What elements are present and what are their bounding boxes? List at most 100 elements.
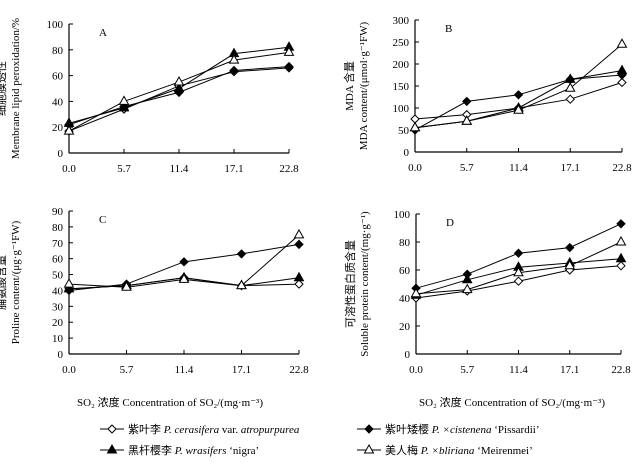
data-point-1 — [513, 90, 524, 100]
data-point-0 — [617, 77, 627, 88]
panel-label: C — [99, 214, 106, 226]
y-tick-label: 60 — [52, 254, 64, 266]
legend-label: 美人梅 P. ×bliriana ‘Meirenmei’ — [385, 443, 533, 457]
legend-cultivar: ‘nigra’ — [227, 445, 260, 457]
data-point-3 — [564, 259, 576, 270]
y-axis-label: Membrane lipid peroxidation/% — [10, 18, 22, 159]
legend-cn: 紫叶李 — [128, 422, 164, 436]
y-tick-label: 60 — [52, 71, 64, 83]
y-tick-label: 90 — [52, 206, 64, 218]
data-point-3 — [564, 82, 576, 92]
y-tick-label: 70 — [52, 238, 64, 250]
y-tick-label: 50 — [52, 270, 64, 282]
data-point-1 — [462, 96, 472, 107]
y-tick-label: 80 — [399, 237, 411, 249]
data-point-0 — [616, 261, 626, 271]
data-point-3 — [63, 278, 75, 288]
y-axis-label: MDA content/(μmol·g⁻¹FW) — [358, 21, 370, 150]
x-tick-label: 5.7 — [120, 364, 134, 376]
y-tick-label: 40 — [52, 285, 64, 297]
x-tick-label: 17.1 — [560, 364, 579, 376]
x-tick-label: 0.0 — [408, 162, 422, 174]
data-point-2 — [63, 282, 75, 293]
data-point-3 — [173, 76, 185, 86]
panel-label: B — [445, 23, 452, 35]
legend-item-3: 美人梅 P. ×bliriana ‘Meirenmei’ — [357, 443, 533, 457]
legend: 紫叶李 P. cerasifera var. atropurpurea 紫叶矮樱 … — [100, 422, 540, 457]
y-tick-label: 0 — [405, 349, 411, 361]
y-axis-label-cn: 细胞膜透性 — [0, 61, 8, 116]
data-point-3 — [63, 125, 75, 135]
data-point-3 — [118, 95, 130, 105]
y-tick-label: 100 — [394, 209, 411, 221]
panel-label: A — [99, 27, 107, 39]
data-point-0 — [513, 276, 524, 286]
y-tick-label: 60 — [399, 265, 411, 277]
data-point-3 — [293, 228, 305, 239]
data-point-2 — [173, 82, 185, 92]
legend-latin: P. wrasifers — [174, 445, 227, 457]
legend-cn: 黑杆樱李 — [128, 443, 175, 457]
legend-marker-open-triangle — [363, 443, 375, 454]
data-point-3 — [228, 54, 240, 64]
data-point-3 — [409, 121, 421, 132]
y-tick-label: 300 — [393, 15, 410, 27]
panel-B: 0 50 100 150 200 250 300 0.0 5.7 11.4 17.1 22.8 B MDA… — [342, 15, 632, 174]
x-tick-label: 17.1 — [224, 163, 243, 175]
legend-item-1: 紫叶矮樱 P. ×cistenena ‘Pissardii’ — [357, 422, 540, 436]
panel-C: 0 10 20 30 40 50 60 70 80 90 0.0 5.7 11.4 17.1 22.8 C 脯氨… — [0, 206, 309, 376]
y-tick-label: 150 — [393, 81, 410, 93]
data-point-3 — [410, 287, 422, 298]
x-tick-label: 11.4 — [509, 364, 528, 376]
data-point-1 — [294, 239, 304, 250]
y-tick-label: 200 — [393, 59, 410, 71]
data-point-3 — [236, 279, 247, 290]
x-axis-label: SO₂ 浓度 Concentration of SO₂/(mg·m⁻³) — [419, 395, 605, 409]
x-tick-label: 5.7 — [460, 364, 474, 376]
x-tick-label: 0.0 — [62, 364, 76, 376]
legend-cultivar: ‘Pissardii’ — [492, 424, 540, 436]
x-tick-label: 22.8 — [279, 163, 299, 175]
x-axis-label: SO₂ 浓度 Concentration of SO₂/(mg·m⁻³) — [77, 395, 263, 409]
y-axis-label-cn: 可溶性蛋白质含量 — [343, 240, 357, 328]
x-tick-label: 11.4 — [170, 163, 189, 175]
x-tick-label: 5.7 — [460, 162, 474, 174]
legend-label: 紫叶矮樱 P. ×cistenena ‘Pissardii’ — [385, 422, 540, 436]
y-axis-label-cn: MDA 含量 — [342, 61, 356, 111]
data-point-1 — [565, 242, 575, 253]
data-point-0 — [565, 94, 575, 104]
y-tick-label: 0 — [404, 147, 410, 159]
data-point-3 — [283, 46, 295, 56]
y-tick-label: 30 — [52, 301, 64, 313]
data-point-3 — [615, 235, 627, 246]
data-point-1 — [229, 65, 239, 76]
data-point-2 — [293, 271, 305, 282]
series-line-1 — [68, 243, 300, 291]
y-tick-label: 250 — [393, 37, 410, 49]
series-line-3 — [414, 43, 623, 129]
data-point-1 — [513, 248, 524, 258]
y-tick-label: 20 — [52, 317, 64, 329]
panel-label: D — [446, 217, 454, 229]
legend-cn: 紫叶矮樱 — [385, 422, 432, 436]
data-point-3 — [461, 283, 473, 294]
data-point-3 — [513, 266, 524, 277]
data-point-3 — [461, 115, 473, 125]
x-tick-label: 11.4 — [509, 162, 528, 174]
legend-label: 紫叶李 P. cerasifera var. atropurpurea — [128, 422, 300, 436]
data-point-3 — [616, 38, 628, 48]
x-tick-label: 17.1 — [561, 162, 580, 174]
y-tick-label: 40 — [399, 293, 411, 305]
x-tick-label: 11.4 — [175, 364, 194, 376]
y-tick-label: 0 — [58, 349, 64, 361]
panel-A: 0 20 40 60 80 100 0.0 5.7 11.4 17.1 22.8 A 细胞膜透性 Memb… — [0, 18, 299, 175]
data-point-3 — [121, 281, 132, 291]
data-point-2 — [616, 64, 628, 75]
y-tick-label: 20 — [52, 122, 64, 134]
legend-latin: P. ×bliriana — [420, 445, 475, 457]
y-tick-label: 100 — [47, 19, 64, 31]
legend-marker-filled-diamond — [364, 424, 374, 434]
data-point-1 — [616, 219, 626, 229]
y-tick-label: 100 — [393, 103, 410, 115]
